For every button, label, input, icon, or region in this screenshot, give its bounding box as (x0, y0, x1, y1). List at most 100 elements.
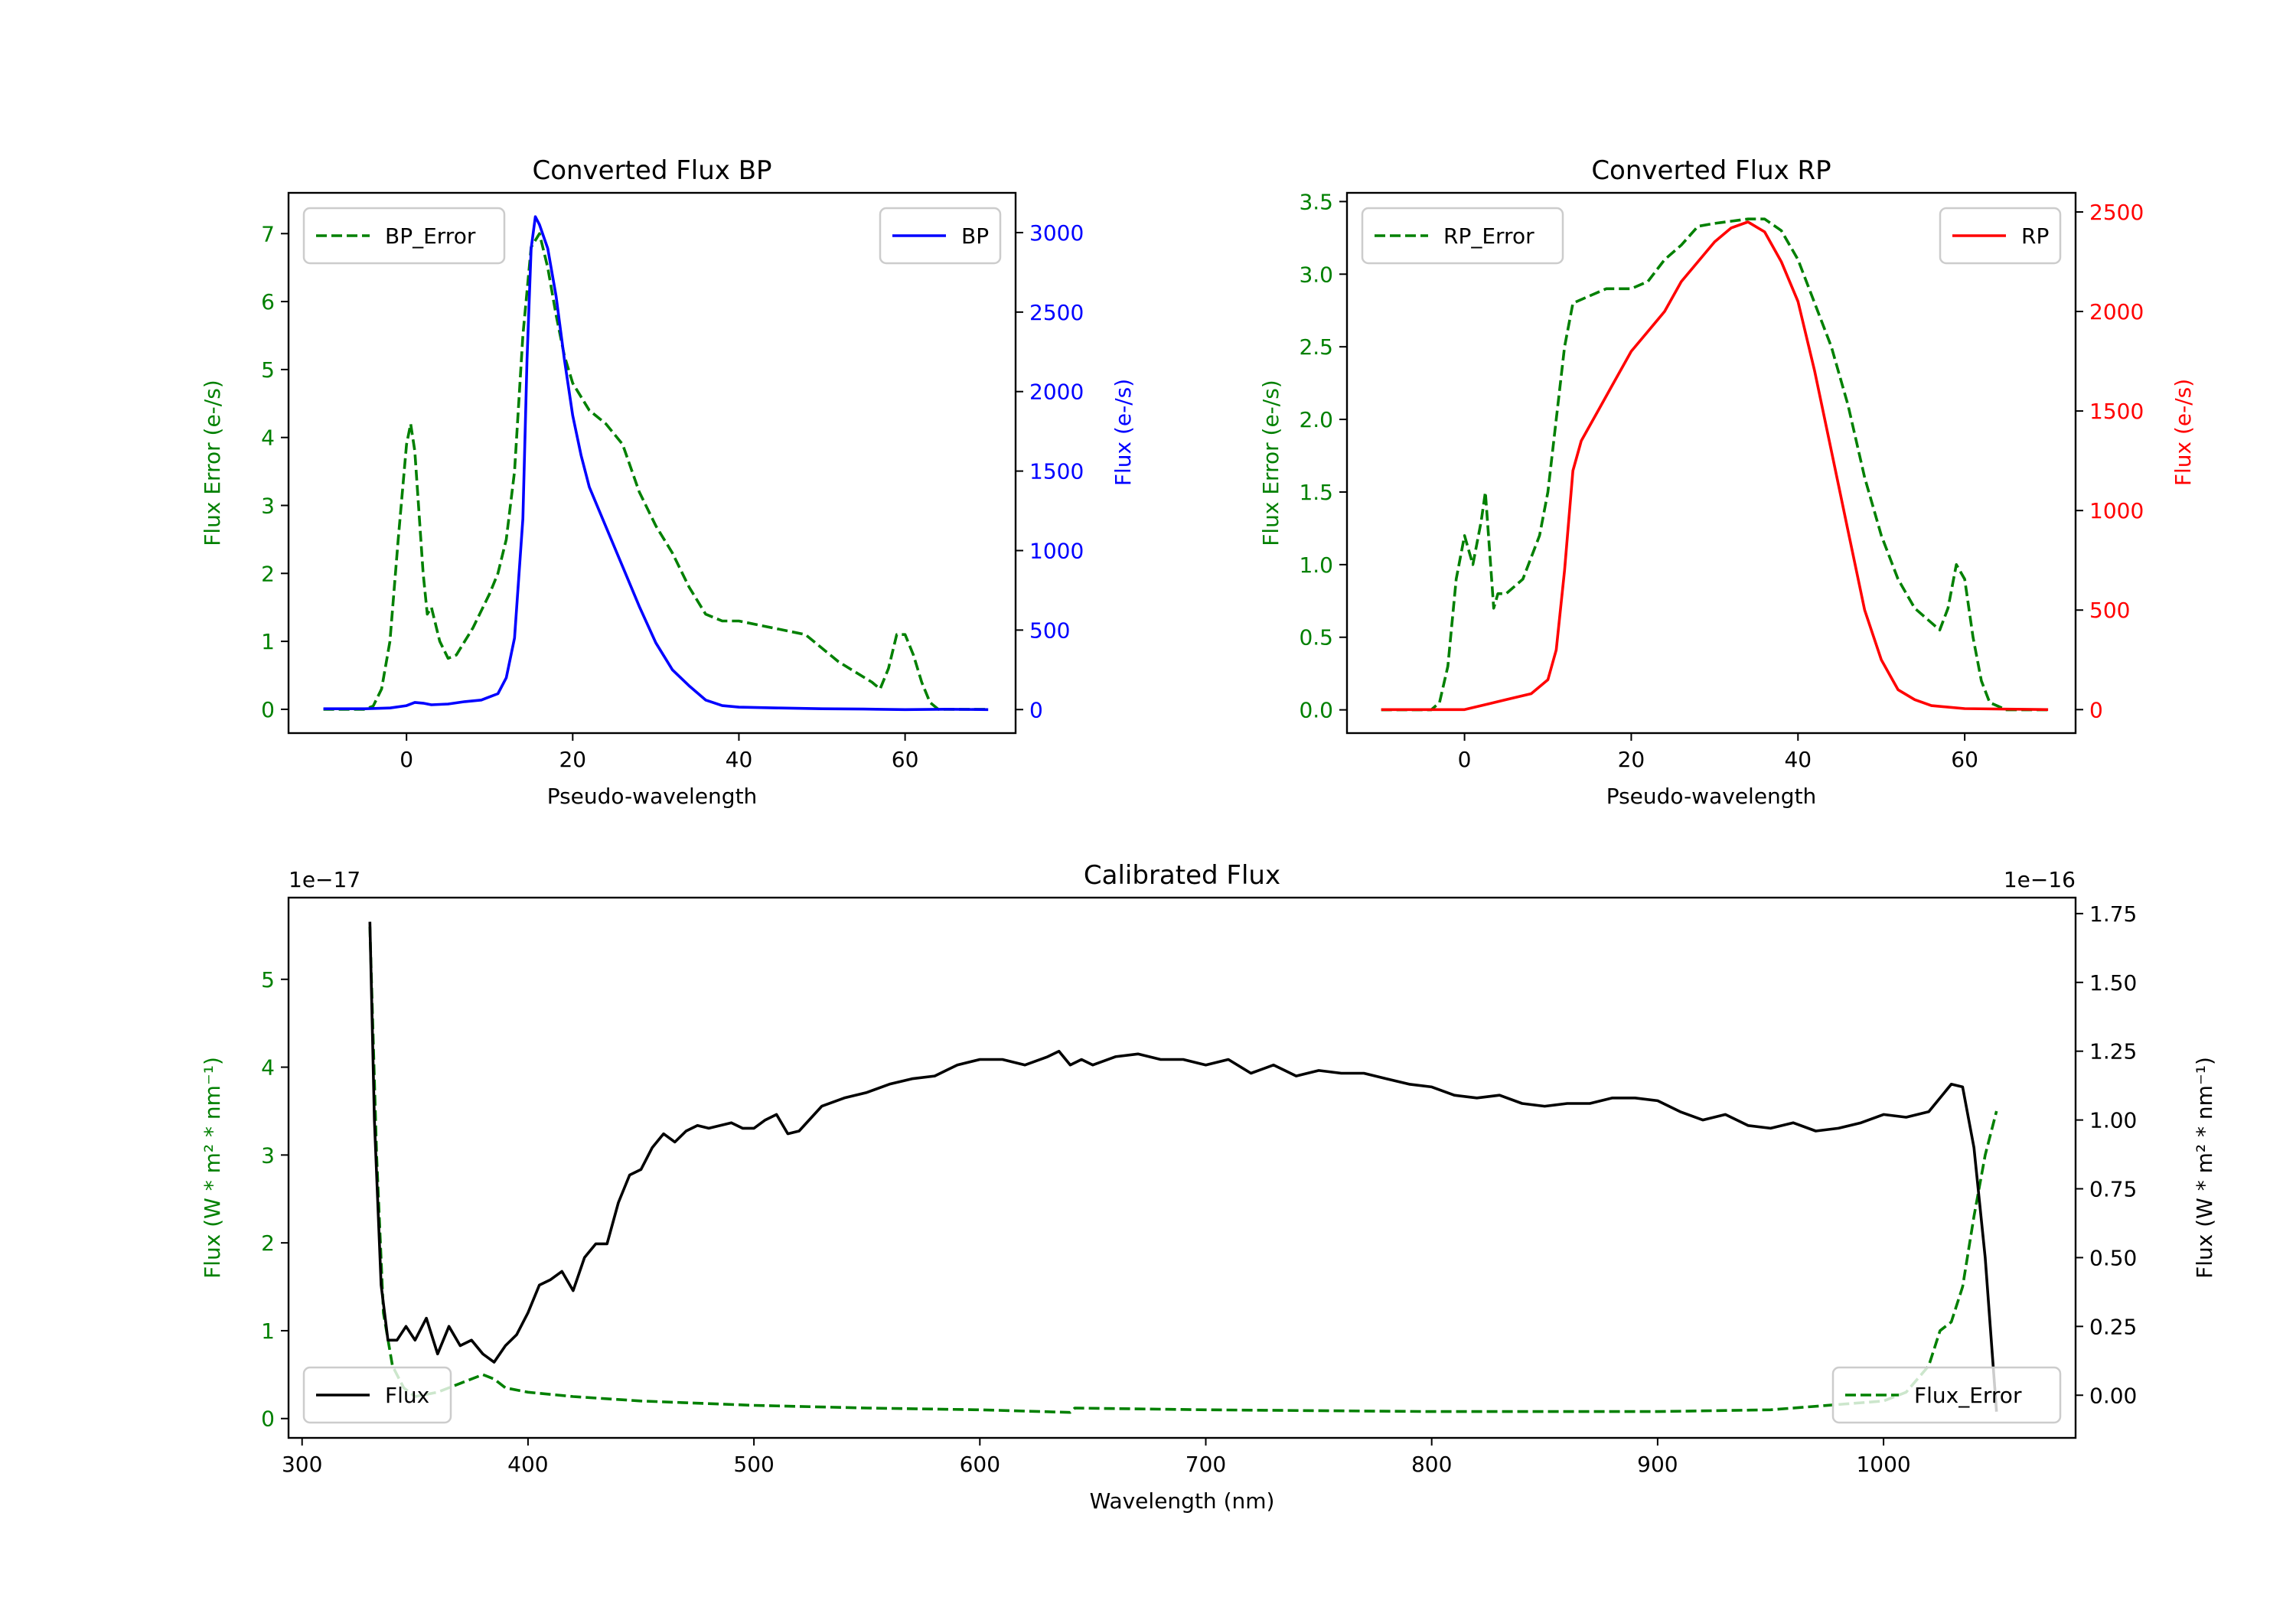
y-left-tick-label: 0.5 (1299, 625, 1333, 650)
x-tick-label: 40 (1784, 747, 1812, 772)
y-left-tick-label: 3.0 (1299, 262, 1333, 287)
y-left-tick-label: 2.0 (1299, 407, 1333, 432)
chart-title: Converted Flux RP (1591, 155, 1831, 186)
series-line-bp-error (323, 232, 989, 711)
series-line-flux-error (368, 926, 1998, 1414)
x-axis-label: Wavelength (nm) (1090, 1488, 1275, 1514)
chart-title: Calibrated Flux (1084, 860, 1280, 891)
axes-frame (287, 191, 1017, 735)
legend-bp: BP (879, 207, 1002, 265)
x-tick-label: 0 (400, 747, 413, 772)
y-left-tick-label: 3 (261, 1143, 275, 1168)
y-left-tick-label: 1 (261, 629, 275, 654)
x-tick-label: 900 (1637, 1452, 1678, 1477)
y-right-tick-label: 500 (2089, 598, 2130, 623)
y-right-tick-label: 0.50 (2089, 1245, 2137, 1270)
y-left-tick-label: 1.5 (1299, 480, 1333, 505)
y-right-tick-label: 500 (1029, 618, 1070, 643)
x-tick-label: 800 (1411, 1452, 1452, 1477)
chart-0: 0 20 40 60 0 1 2 3 4 5 6 7 0 500 1000 1500 2000 2500 3000 C… (200, 155, 1136, 809)
y-right-tick-label: 1500 (1029, 459, 1084, 484)
y-left-tick-label: 2.5 (1299, 334, 1333, 360)
x-tick-label: 500 (733, 1452, 774, 1477)
chart-2: 300 400 500 600 700 800 900 1000 0 1 2 3 4 5 0.00 0.25 0… (200, 860, 2217, 1514)
axes-frame (1345, 191, 2077, 735)
legend-label: RP_Error (1443, 223, 1534, 249)
y-left-axis-label: Flux Error (e-/s) (1258, 380, 1283, 546)
y-right-tick-label: 0.00 (2089, 1383, 2137, 1408)
y-right-tick-label: 3000 (1029, 220, 1084, 246)
x-tick-label: 20 (559, 747, 586, 772)
y-right-axis-label: Flux (e-/s) (2170, 379, 2196, 486)
y-left-tick-label: 5 (261, 357, 275, 383)
chart-1: 0 20 40 60 0.0 0.5 1.0 1.5 2.0 2.5 3.0 3.5 0 500 1000 1… (1258, 155, 2196, 809)
x-tick-label: 300 (282, 1452, 322, 1477)
y-left-tick-label: 3 (261, 494, 275, 519)
y-right-tick-label: 1.00 (2089, 1108, 2137, 1133)
y-left-tick-label: 1.0 (1299, 553, 1333, 578)
x-tick-label: 60 (892, 747, 919, 772)
y-right-tick-label: 2500 (2089, 200, 2144, 225)
legend-flux-error: Flux_Error (1831, 1366, 2062, 1424)
legend-label: Flux (385, 1383, 429, 1408)
y-right-tick-label: 1.25 (2089, 1039, 2137, 1064)
y-left-tick-label: 7 (261, 221, 275, 246)
y-right-tick-label: 1000 (1029, 538, 1084, 563)
x-axis-label: Pseudo-wavelength (547, 784, 758, 809)
series-line-rp-error (1381, 217, 2049, 712)
y-left-tick-label: 4 (261, 1055, 275, 1081)
y-left-tick-label: 3.5 (1299, 189, 1333, 214)
y-right-tick-label: 1.50 (2089, 970, 2137, 996)
x-tick-label: 40 (726, 747, 753, 772)
y-left-tick-label: 0 (261, 697, 275, 722)
x-tick-label: 20 (1618, 747, 1645, 772)
y-right-tick-label: 2000 (1029, 380, 1084, 405)
legend-label: BP (961, 223, 989, 249)
y-right-tick-label: 0 (1029, 697, 1043, 722)
y-left-tick-label: 6 (261, 289, 275, 315)
x-tick-label: 60 (1951, 747, 1978, 772)
x-tick-label: 700 (1186, 1452, 1226, 1477)
y-right-tick-label: 1000 (2089, 498, 2144, 523)
y-left-tick-label: 4 (261, 425, 275, 451)
legend-rp-error: RP_Error (1361, 207, 1564, 265)
series-line-bp (323, 215, 989, 712)
legend-label: RP (2021, 223, 2049, 249)
y-right-tick-label: 0.75 (2089, 1177, 2137, 1202)
legend-rp: RP (1939, 207, 2062, 265)
y-right-tick-label: 1.75 (2089, 901, 2137, 927)
x-tick-label: 0 (1458, 747, 1472, 772)
legend-label: BP_Error (385, 223, 476, 249)
y-left-axis-label: Flux (W * m² * nm⁻¹) (200, 1057, 225, 1279)
y-right-tick-label: 2500 (1029, 300, 1084, 325)
x-axis-label: Pseudo-wavelength (1606, 784, 1817, 809)
x-tick-label: 600 (960, 1452, 1000, 1477)
y-right-offset-label: 1e−16 (2004, 867, 2076, 892)
y-right-tick-label: 1500 (2089, 399, 2144, 424)
legend-box (1361, 207, 1564, 265)
y-right-axis-label: Flux (e-/s) (1110, 379, 1136, 486)
legend-box (1831, 1366, 2062, 1424)
y-left-tick-label: 2 (261, 561, 275, 586)
y-right-tick-label: 0.25 (2089, 1314, 2137, 1339)
y-right-axis-label: Flux (W * m² * nm⁻¹) (2192, 1057, 2217, 1279)
y-left-offset-label: 1e−17 (289, 867, 360, 892)
legend-label: Flux_Error (1914, 1383, 2022, 1408)
legend-box (302, 207, 506, 265)
y-left-tick-label: 0.0 (1299, 698, 1333, 723)
y-left-tick-label: 0 (261, 1407, 275, 1432)
legend-flux: Flux (302, 1366, 452, 1424)
legend-bp-error: BP_Error (302, 207, 506, 265)
y-left-tick-label: 5 (261, 967, 275, 993)
legend-box (302, 1366, 452, 1424)
y-right-tick-label: 2000 (2089, 299, 2144, 324)
x-tick-label: 1000 (1856, 1452, 1910, 1477)
y-left-tick-label: 2 (261, 1231, 275, 1256)
x-tick-label: 400 (507, 1452, 548, 1477)
series-line-rp (1381, 220, 2049, 712)
series-line-flux (368, 921, 1998, 1412)
y-left-axis-label: Flux Error (e-/s) (200, 380, 225, 546)
axes-frame (287, 896, 2077, 1439)
y-left-tick-label: 1 (261, 1319, 275, 1344)
